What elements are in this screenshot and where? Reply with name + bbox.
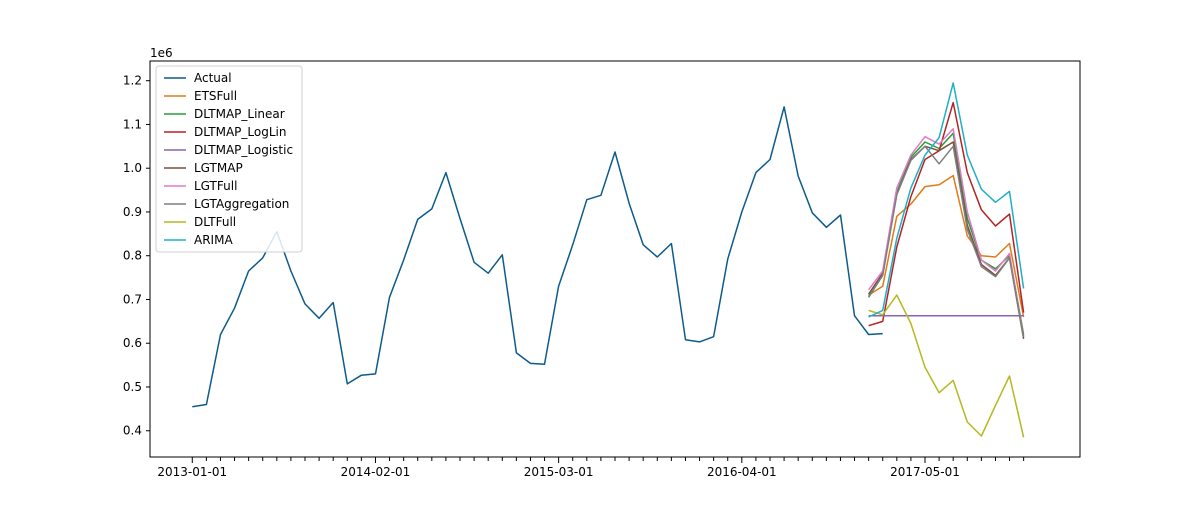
x-tick-label: 2014-02-01: [341, 465, 411, 479]
legend-entry-label: ARIMA: [194, 233, 233, 247]
y-tick-label: 0.8: [123, 249, 142, 263]
legend: Actual ETSFull DLTMAP_Linear DLTMAP_LogLin D…: [155, 65, 303, 253]
series-line-arima: [868, 82, 1025, 318]
legend-entry-label: Actual: [194, 71, 232, 85]
series-line-dltmap-loglin: [868, 101, 1025, 327]
legend-entry-label: DLTMAP_LogLin: [194, 125, 286, 139]
x-tick-label: 2017-05-01: [890, 465, 960, 479]
x-tick-label: 2015-03-01: [524, 465, 594, 479]
legend-box: [155, 65, 303, 253]
y-offset-label: 1e6: [150, 46, 173, 60]
x-tick-label: 2016-04-01: [707, 465, 777, 479]
legend-entry-label: DLTMAP_Logistic: [194, 143, 293, 157]
series-line-actual: [192, 106, 883, 408]
legend-entry-label: LGTMAP: [194, 161, 243, 175]
legend-entry-label: DLTFull: [194, 215, 236, 229]
y-axis: 0.4 0.5 0.6 0.7 0.8 0.9 1.0 1.1 1.2: [123, 74, 150, 438]
y-tick-label: 1.2: [123, 74, 142, 88]
legend-entry-label: LGTAggregation: [194, 197, 289, 211]
series-layer: [192, 82, 1025, 438]
series-line-lgtaggregation: [867, 145, 1025, 337]
legend-entry-label: ETSFull: [194, 89, 237, 103]
legend-entry-label: DLTMAP_Linear: [194, 107, 285, 121]
y-tick-label: 0.9: [123, 205, 142, 219]
y-tick-label: 0.5: [123, 380, 142, 394]
x-tick-label: 2013-01-01: [157, 465, 227, 479]
series-line-lgtfull: [867, 128, 1025, 337]
series-line-etsfull: [868, 174, 1025, 318]
y-tick-label: 0.6: [123, 336, 142, 350]
legend-entry-label: LGTFull: [194, 179, 237, 193]
y-tick-label: 0.4: [123, 424, 142, 438]
y-tick-label: 1.0: [123, 161, 142, 175]
series-line-dltfull: [868, 294, 1025, 438]
x-axis: 2013-01-01 2014-02-01 2015-03-01 2016-04-01…: [157, 457, 1025, 479]
y-tick-label: 1.1: [123, 117, 142, 131]
y-tick-label: 0.7: [123, 292, 142, 306]
